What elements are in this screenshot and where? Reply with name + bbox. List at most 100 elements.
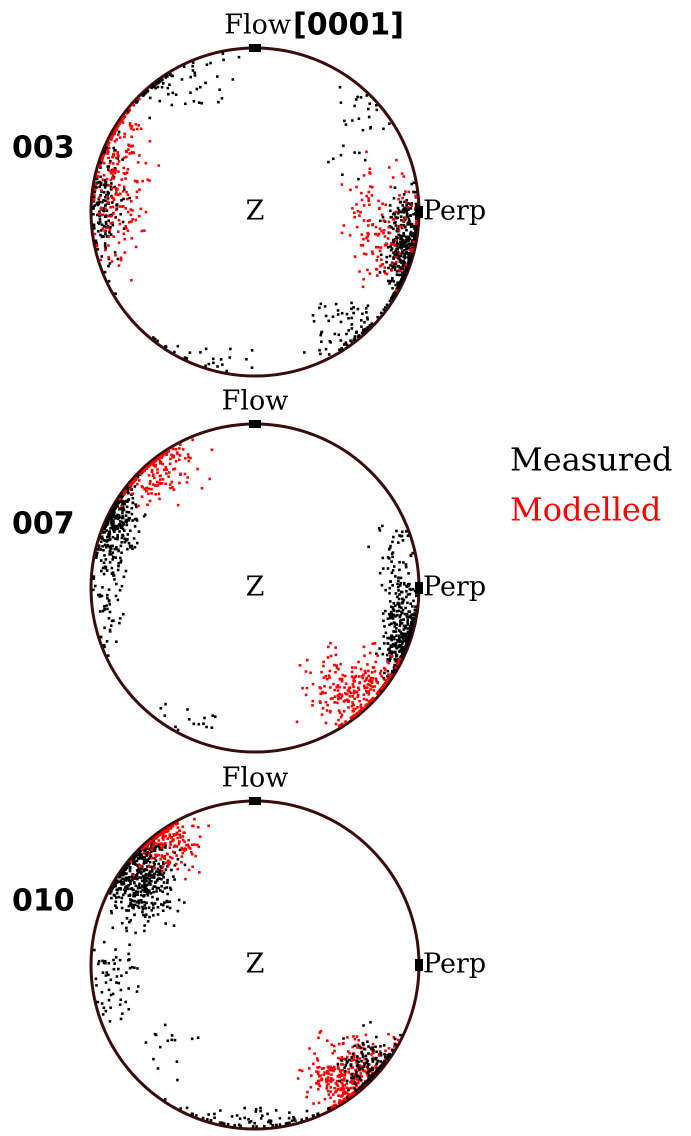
data-point [191,61,195,65]
data-point [128,108,131,112]
data-point [368,651,372,655]
data-point [351,1066,354,1069]
data-point [133,903,137,907]
data-point [410,201,414,205]
data-point [396,227,400,231]
data-point [371,697,374,701]
data-point [152,866,156,870]
data-point [358,1044,361,1048]
data-point [99,233,102,237]
data-point [409,233,413,237]
data-point [174,460,178,463]
data-point [109,993,113,997]
data-point [332,1069,335,1073]
data-point [345,1079,349,1083]
data-point [397,541,400,544]
data-point [176,867,179,871]
data-point [325,1039,329,1042]
data-point [151,903,155,906]
data-point [153,885,157,888]
data-point [352,1058,356,1061]
data-point [398,657,402,661]
data-point [102,152,106,156]
data-point [405,203,408,207]
data-point [402,628,406,631]
data-point [98,220,102,224]
data-point [399,622,402,625]
data-point [203,716,206,720]
data-point [142,869,146,873]
data-point [401,651,405,654]
data-point [354,707,357,711]
data-point [172,488,176,492]
data-point [375,259,379,262]
data-point [392,666,396,669]
data-point [144,890,148,894]
data-point [105,640,109,643]
data-point [150,468,154,472]
data-point [389,610,393,614]
data-point [112,154,115,158]
data-point [185,357,188,360]
data-point [140,853,143,857]
data-point [345,1061,349,1065]
data-point [359,705,363,708]
data-point [395,623,398,626]
data-point [180,78,184,81]
data-point [408,587,412,591]
data-point [99,548,103,551]
data-point [113,962,117,965]
data-point [361,1055,365,1058]
data-point [111,134,115,137]
data-point [400,172,404,175]
data-point [158,889,162,892]
data-point [410,625,413,629]
data-point [125,510,129,514]
data-point [160,855,164,858]
data-point [347,1070,350,1074]
data-point [405,214,409,217]
data-point [154,845,158,848]
data-point [158,497,161,501]
data-point [92,224,96,227]
data-point [115,582,118,586]
data-point [402,272,406,276]
data-point [340,677,344,681]
data-point [96,548,100,551]
data-point [395,260,398,264]
data-point [106,148,109,152]
data-point [162,881,166,884]
data-point [93,188,97,191]
data-point [403,262,406,265]
data-point [157,873,161,876]
data-point [347,1088,350,1092]
data-point [132,862,135,865]
data-point [171,91,175,95]
data-point [388,1052,392,1056]
data-point [108,538,112,541]
data-point [103,959,107,963]
data-point [169,843,172,846]
data-point [325,1080,328,1084]
data-point [408,245,411,248]
data-point [204,364,207,368]
data-point [364,1081,368,1084]
data-point [122,156,126,160]
data-point [183,831,186,835]
data-point [402,581,406,585]
data-point [158,833,162,836]
data-point [124,514,128,517]
data-point [142,877,146,881]
data-point [157,843,161,846]
data-point [212,361,215,365]
data-point [124,489,128,493]
data-point [152,890,155,894]
data-point [117,967,120,971]
data-point [174,833,177,836]
data-point [352,1074,356,1077]
data-point [318,348,321,352]
data-point [144,848,147,852]
data-point [404,208,407,212]
data-point [107,961,111,965]
data-point [350,323,354,326]
